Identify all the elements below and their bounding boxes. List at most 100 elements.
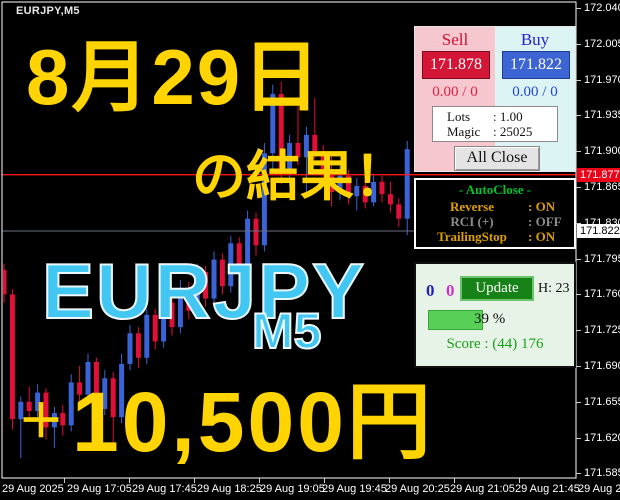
sell-header-label: Sell [441,30,469,49]
price-axis-tick [576,401,581,403]
candle-body [169,302,175,328]
price-axis-tick [576,187,581,188]
price-axis-label: 171.865 [584,181,620,193]
time-axis-label: 29 Aug 18:25 [197,483,262,495]
candle-body [9,294,15,420]
time-axis-label: 29 Aug 17:45 [132,483,197,495]
candle-body [127,333,133,364]
chart-frame [1,1,577,479]
all-close-button[interactable]: All Close [454,146,540,171]
buy-header-label: Buy [520,30,550,49]
time-axis-tick [519,478,520,483]
update-panel: 0 0 Update H: 23 39 % Score : (44) 176 [414,262,576,368]
price-axis-label: 172.040 [584,2,620,14]
candle-body [186,288,192,311]
candles-group [3,81,410,459]
candle-body [177,288,183,328]
candle-body [245,218,251,270]
overlay-profit-amount: 10,500円 [72,375,434,469]
time-axis-tick [324,478,325,483]
price-axis-tick [576,43,581,45]
candle-body [278,93,284,172]
lots-label: Lots [447,109,471,124]
candle-body [379,181,385,195]
time-axis-label: 29 Aug 21:45 [515,483,580,495]
price-axis-label: 171.900 [584,145,620,158]
candle-body [161,302,167,342]
price-axis-label: 171.585 [584,467,620,480]
price-axis-tick [576,437,581,439]
candle-body [228,243,234,287]
candle-body [152,314,158,342]
candle-body [404,149,410,219]
candle-body [60,413,66,426]
time-axis-label: 29 Aug 20:25 [385,483,450,495]
price-axis-label: 171.690 [584,360,620,372]
ask-price-flag: 171.877 [577,167,620,182]
price-axis-label: 171.935 [584,109,620,122]
progress-fill [428,310,483,330]
candle-body [85,361,91,395]
count-pink: 0 [446,281,455,300]
overlay-pair-text: EURJPY [41,247,367,335]
price-axis-label: 171.620 [584,431,620,444]
trade-panel: Sell Buy 171.878 171.822 0.00 / 0 0.00 /… [414,26,576,172]
candle-body [144,314,150,358]
price-axis-label: 171.795 [584,252,620,265]
time-axis-label: 29 Aug 19:45 [322,483,387,495]
update-button[interactable]: Update [460,276,534,301]
candle-body [371,181,377,203]
price-axis-label: 171.760 [584,288,620,301]
reverse-value: : ON [528,199,556,214]
progress-bar [428,310,568,330]
candle-body [3,269,7,295]
candle-body [135,333,141,358]
candle-body [35,392,41,412]
candle-body [219,259,225,287]
price-axis-tick [576,258,581,260]
lots-magic-box: Lots : 1.00 Magic : 25025 [432,106,558,142]
price-axis-tick [576,222,581,224]
candle-body [253,218,259,246]
time-axis-label: 29 Aug 17:05 [67,483,132,495]
candle-body [345,175,351,197]
price-axis-label: 171.830 [584,216,620,229]
price-axis-tick [576,79,581,81]
time-axis-label: 29 Aug 2025 [2,483,64,495]
autoclose-row-rci: RCI (+) : OFF [416,214,574,229]
buy-stats-text: 0.00 / 0 [512,84,558,100]
time-axis-tick [194,478,195,483]
candle-body [362,185,368,203]
candle-body [261,153,267,246]
progress-percent-text: 39 % [474,311,506,327]
candle-body [194,271,200,311]
autoclose-row-reverse: Reverse : ON [416,199,574,214]
chart-symbol-label: EURJPY,M5 [16,5,80,17]
price-axis-tick [576,294,581,296]
candle-body [77,382,83,395]
overlay-result-text: の結果！ [192,147,408,207]
autoclose-panel: - AutoClose - Reverse : ON RCI (+) : OFF… [414,178,576,249]
price-axis-label: 171.970 [584,73,620,86]
candle-body [354,185,360,197]
candle-body [236,243,242,270]
candle-body [43,392,49,428]
sell-price-button[interactable]: 171.878 [422,51,490,79]
price-axis-tick [576,473,581,475]
time-axis-label: 29 Aug 21:05 [450,483,515,495]
candle-body [211,259,217,299]
rci-label: RCI (+) [450,214,494,229]
candle-body [51,413,57,428]
autoclose-row-trailingstop: TrailingStop : ON [416,229,574,244]
overlay-profit-plus: ＋ [18,395,64,447]
time-axis-tick [389,478,390,483]
candle-body [295,143,301,158]
candle-body [329,173,335,193]
time-axis-tick [129,478,130,483]
candle-body [270,93,276,154]
magic-value: : 25025 [493,124,533,139]
buy-price-button[interactable]: 171.822 [502,51,570,79]
candle-body [287,143,293,172]
